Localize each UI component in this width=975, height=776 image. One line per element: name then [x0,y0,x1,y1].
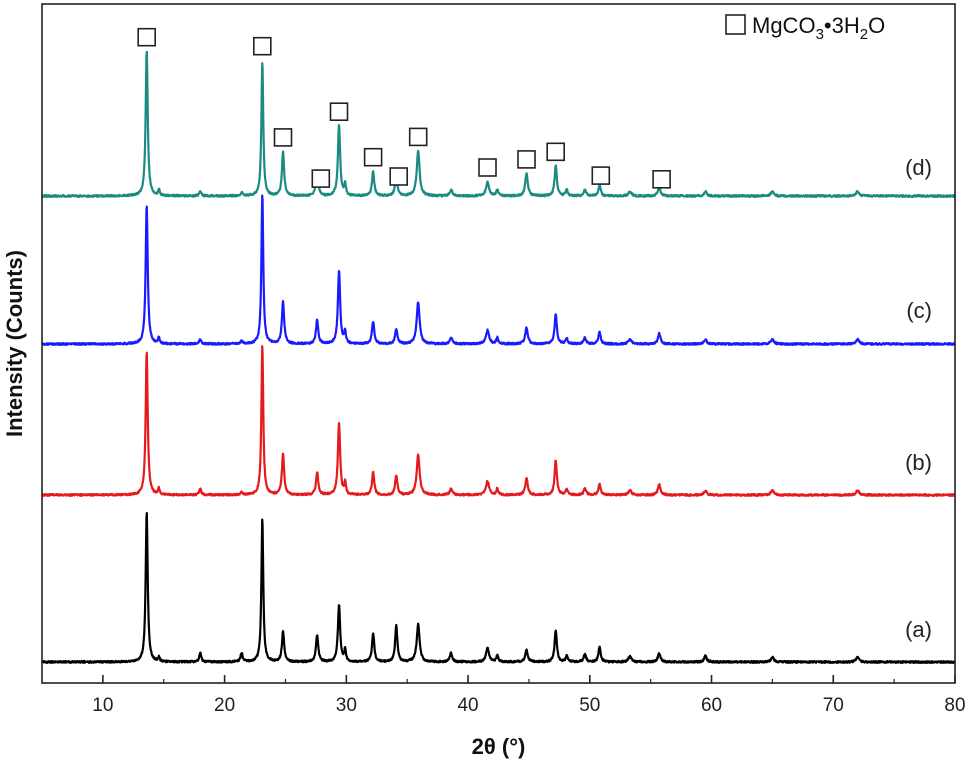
x-tick-label: 30 [336,695,357,716]
legend-square-marker [725,14,746,35]
tick-layer: 10 20 30 40 50 60 70 80 [92,675,966,716]
series-label: (b) [905,450,932,475]
y-axis-title: Intensity (Counts) [2,250,27,437]
peak-marker-square [253,36,272,56]
series-label: (d) [905,155,932,180]
series-line [41,194,957,346]
legend-label-subscript: 2 [860,26,868,43]
x-tick-label: 60 [701,695,722,716]
series-label: (a) [905,617,932,642]
peak-marker-square [311,169,331,188]
peak-marker-square [273,128,293,147]
legend-label-part: •3H [824,13,860,38]
peak-marker-square [329,102,349,121]
legend-label-subscript: 3 [816,26,824,43]
series-layer [40,50,957,664]
peak-marker-square [591,166,611,185]
x-tick-label: 50 [579,695,600,716]
x-tick-label: 20 [214,695,235,716]
peak-marker-square [389,167,409,186]
peak-marker-square [517,150,536,169]
x-tick-label: 40 [457,695,478,716]
x-tick-label: 70 [823,695,844,716]
x-tick-label: 80 [944,695,965,716]
x-tick-label: 10 [92,695,113,716]
peak-marker-square [137,27,156,47]
series-line [40,50,957,198]
series-label: (c) [906,298,932,323]
legend: MgCO3•3H2O [725,13,885,43]
peak-marker-square [363,147,383,167]
x-axis-title: 2θ (°) [472,734,526,759]
peak-marker-square [652,170,671,189]
peak-marker-layer [137,27,671,189]
series-label-layer: (a) (b) (c) (d) [905,155,932,642]
peak-marker-square [478,158,497,177]
series-line [41,512,957,664]
legend-label-part: O [868,13,885,38]
series-line [41,345,956,497]
peak-marker-square [408,127,428,147]
legend-label-part: MgCO [752,13,816,38]
legend-label: MgCO3•3H2O [752,13,885,43]
plot-frame [41,3,956,684]
peak-marker-square [546,142,566,162]
